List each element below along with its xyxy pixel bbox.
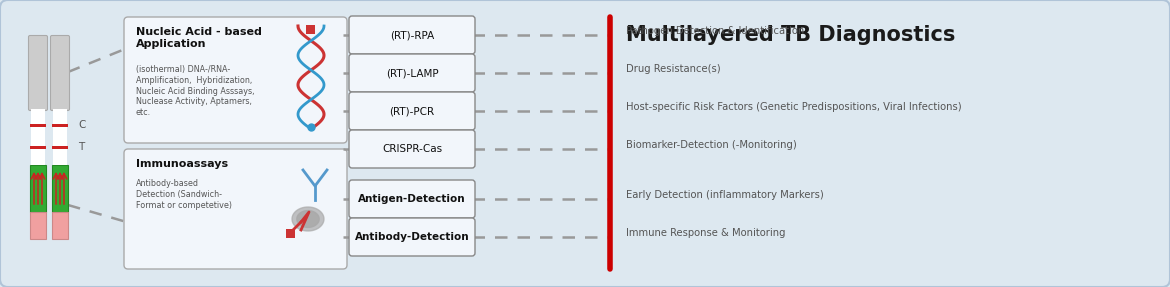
Text: CRISPR-Cas: CRISPR-Cas [381, 144, 442, 154]
Bar [285, 229, 295, 238]
Text: Drug Resistance(s): Drug Resistance(s) [626, 64, 721, 74]
Bar [30, 146, 46, 149]
Text: Immunoassays: Immunoassays [136, 159, 228, 169]
FancyBboxPatch shape [349, 54, 475, 92]
FancyBboxPatch shape [124, 17, 347, 143]
Polygon shape [292, 207, 324, 231]
FancyBboxPatch shape [50, 36, 69, 110]
FancyBboxPatch shape [28, 36, 48, 110]
Text: Early Detection (inflammatory Markers): Early Detection (inflammatory Markers) [626, 190, 824, 200]
Bar [307, 25, 315, 34]
Text: Antibody-based
Detection (Sandwich-
Format or competetive): Antibody-based Detection (Sandwich- Form… [136, 179, 232, 210]
Bar [53, 109, 67, 165]
Bar [30, 165, 46, 212]
Polygon shape [297, 211, 319, 227]
Text: (RT)-PCR: (RT)-PCR [390, 106, 434, 116]
Text: Multilayered TB Diagnostics: Multilayered TB Diagnostics [626, 25, 956, 45]
Text: Immune Response & Monitoring: Immune Response & Monitoring [626, 228, 785, 238]
FancyBboxPatch shape [349, 180, 475, 218]
Text: T: T [78, 142, 84, 152]
Bar [30, 212, 46, 239]
Text: Antigen-Detection: Antigen-Detection [358, 194, 466, 204]
Bar [51, 146, 68, 149]
Text: C: C [78, 120, 85, 130]
FancyBboxPatch shape [349, 130, 475, 168]
Bar [51, 212, 68, 239]
Text: Biomarker-Detection (-Monitoring): Biomarker-Detection (-Monitoring) [626, 140, 797, 150]
Text: (RT)-LAMP: (RT)-LAMP [386, 68, 439, 78]
FancyBboxPatch shape [124, 149, 347, 269]
FancyBboxPatch shape [349, 16, 475, 54]
Bar [30, 123, 46, 127]
Text: Pathogen Detection & Identification: Pathogen Detection & Identification [626, 26, 804, 36]
Text: Nucleic Acid - based
Application: Nucleic Acid - based Application [136, 27, 262, 49]
Text: Host-specific Risk Factors (Genetic Predispositions, Viral Infections): Host-specific Risk Factors (Genetic Pred… [626, 102, 962, 112]
Bar [51, 165, 68, 212]
FancyBboxPatch shape [349, 218, 475, 256]
FancyBboxPatch shape [349, 92, 475, 130]
Text: (isothermal) DNA-/RNA-
Amplification,  Hybridization,
Nucleic Acid Binding Asssa: (isothermal) DNA-/RNA- Amplification, Hy… [136, 65, 255, 117]
Bar [51, 123, 68, 127]
Bar [30, 109, 44, 165]
Text: (RT)-RPA: (RT)-RPA [390, 30, 434, 40]
Text: Antibody-Detection: Antibody-Detection [355, 232, 469, 242]
